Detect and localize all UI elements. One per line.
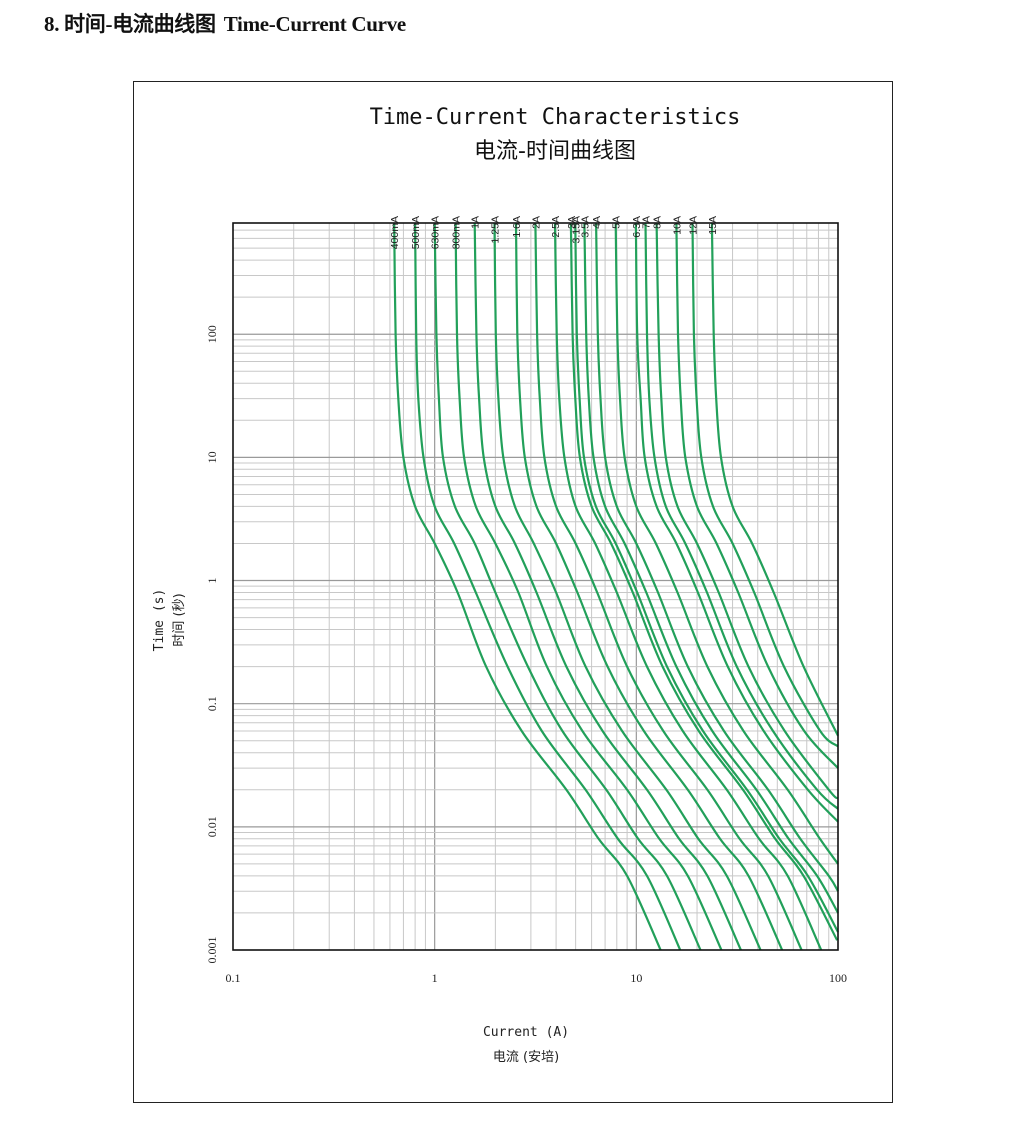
rating-label: 1.6A [511, 216, 523, 238]
x-axis-label-cn: 电流 (安培) [493, 1049, 559, 1065]
y-tick-label: 0.001 [205, 937, 219, 964]
curve-3.15A [574, 222, 839, 933]
tick-labels: 0.1 1 10 100 0.001 0.01 0.1 1 10 100 [205, 325, 847, 985]
curve-2A [534, 222, 803, 951]
x-axis-label: Current (A) [483, 1025, 569, 1040]
heading-number: 8. 时间-电流曲线图 [44, 12, 216, 36]
y-tick-label: 100 [205, 325, 219, 343]
curve-6.3A [634, 222, 839, 823]
curve-12A [691, 222, 839, 748]
rating-label: 8A [652, 216, 664, 229]
y-tick-label: 1 [205, 578, 219, 584]
curve-2.5A [553, 222, 823, 951]
rating-label: 630mA [430, 216, 442, 249]
curve-5A [614, 222, 839, 865]
x-tick-label: 100 [829, 971, 847, 985]
curve-4A [595, 222, 839, 892]
curve-800mA [454, 222, 723, 951]
rating-label: 2A [530, 216, 542, 229]
y-axis-label: Time (s) [152, 589, 167, 652]
chart-subtitle: 电流-时间曲线图 [474, 139, 636, 164]
rating-label: 1.25A [490, 216, 502, 243]
rating-label: 3A [566, 216, 578, 229]
grid [233, 223, 838, 950]
curve-7A [644, 222, 839, 810]
rating-label: 6.3A [631, 216, 643, 238]
curve-500mA [414, 222, 682, 951]
heading-english: Time-Current Curve [223, 12, 407, 36]
rating-label: 5A [611, 216, 623, 229]
rating-label: 1A [470, 216, 482, 229]
y-tick-label: 10 [205, 451, 219, 463]
curve-1A [473, 222, 742, 951]
rating-label: 7A [641, 216, 653, 229]
curve-1.25A [493, 222, 762, 951]
plot-area [232, 222, 839, 951]
chart-frame [133, 81, 893, 1103]
page-heading: 8. 时间-电流曲线图 Time-Current Curve [44, 8, 406, 38]
curve-15A [710, 222, 839, 737]
x-tick-label: 0.1 [226, 971, 241, 985]
curve-10A [675, 222, 839, 769]
rating-label: 400mA [389, 216, 401, 249]
curve-3.5A [583, 222, 839, 914]
curve-400mA [393, 222, 662, 951]
rating-label: 10A [671, 216, 683, 235]
rating-label: 15A [707, 216, 719, 235]
curve-8A [655, 222, 839, 800]
rating-label: 12A [688, 216, 700, 235]
y-axis-label-cn: 时间 (秒) [172, 593, 187, 646]
x-tick-label: 10 [630, 971, 642, 985]
rating-label: 3.5A [579, 216, 591, 238]
rating-label: 4A [591, 216, 603, 229]
curve-1.6A [514, 222, 784, 951]
rating-label: 500mA [410, 216, 422, 249]
x-tick-label: 1 [432, 971, 438, 985]
rating-labels: 400mA 500mA 630mA 800mA 1A 1.25A 1.6A 2A 2.5A 3A3… [389, 216, 719, 249]
y-tick-label: 0.1 [205, 696, 219, 711]
y-tick-label: 0.01 [205, 816, 219, 837]
rating-label: 3.15A [570, 216, 582, 243]
curve-630mA [433, 222, 702, 951]
curve-3A [569, 222, 839, 941]
chart-title: Time-Current Characteristics [370, 105, 741, 130]
rating-label: 800mA [451, 216, 463, 249]
rating-label: 2.5A [550, 216, 562, 238]
curves [393, 222, 839, 951]
